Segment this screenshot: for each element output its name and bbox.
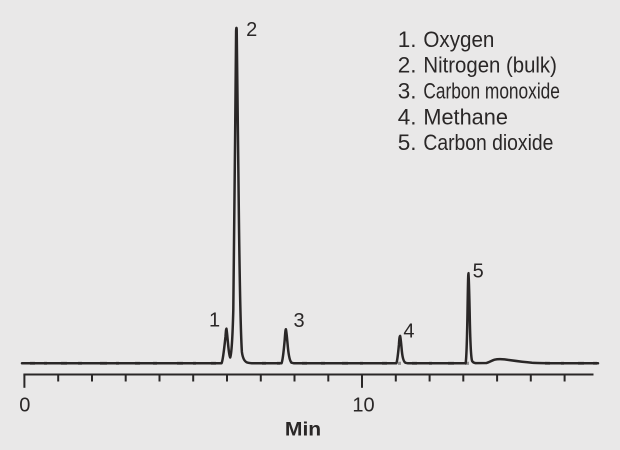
svg-text:3: 3 [294,310,305,332]
svg-text:1: 1 [209,309,220,331]
svg-text:5: 5 [473,261,484,283]
svg-text:Nitrogen (bulk): Nitrogen (bulk) [423,53,557,78]
svg-text:Oxygen: Oxygen [423,27,494,52]
svg-text:Methane: Methane [423,104,508,129]
svg-text:3.: 3. [398,79,417,104]
svg-text:Carbon monoxide: Carbon monoxide [423,79,560,104]
svg-text:2: 2 [246,19,257,41]
svg-text:4: 4 [403,321,414,343]
svg-text:0: 0 [19,394,30,416]
svg-text:1.: 1. [398,27,417,52]
svg-text:5.: 5. [398,130,417,155]
svg-text:Carbon dioxide: Carbon dioxide [423,130,553,155]
svg-text:4.: 4. [398,104,417,129]
svg-text:Min: Min [285,419,321,440]
svg-text:2.: 2. [398,53,417,78]
svg-text:10: 10 [352,394,374,416]
